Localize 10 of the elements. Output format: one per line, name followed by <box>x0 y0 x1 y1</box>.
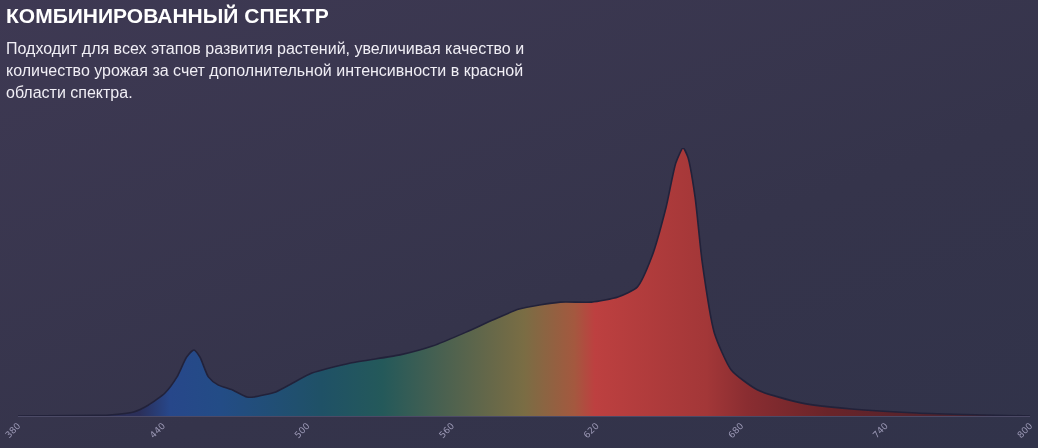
x-tick-label: 740 <box>870 420 891 441</box>
x-tick-label: 380 <box>3 420 23 441</box>
chart-title: КОМБИНИРОВАННЫЙ СПЕКТР <box>6 4 330 28</box>
chart-subtitle: Подходит для всех этапов развития растений, увеличивая качество и количество урожая за счет дополнительной интенсивности в красной области спектра. <box>6 39 526 103</box>
x-tick-label: 620 <box>581 420 602 441</box>
x-tick-label: 560 <box>437 420 457 441</box>
x-tick-label: 500 <box>292 420 312 441</box>
x-tick-label: 440 <box>147 420 168 441</box>
x-tick-label: 680 <box>726 420 746 441</box>
x-tick-label: 800 <box>1015 420 1035 441</box>
